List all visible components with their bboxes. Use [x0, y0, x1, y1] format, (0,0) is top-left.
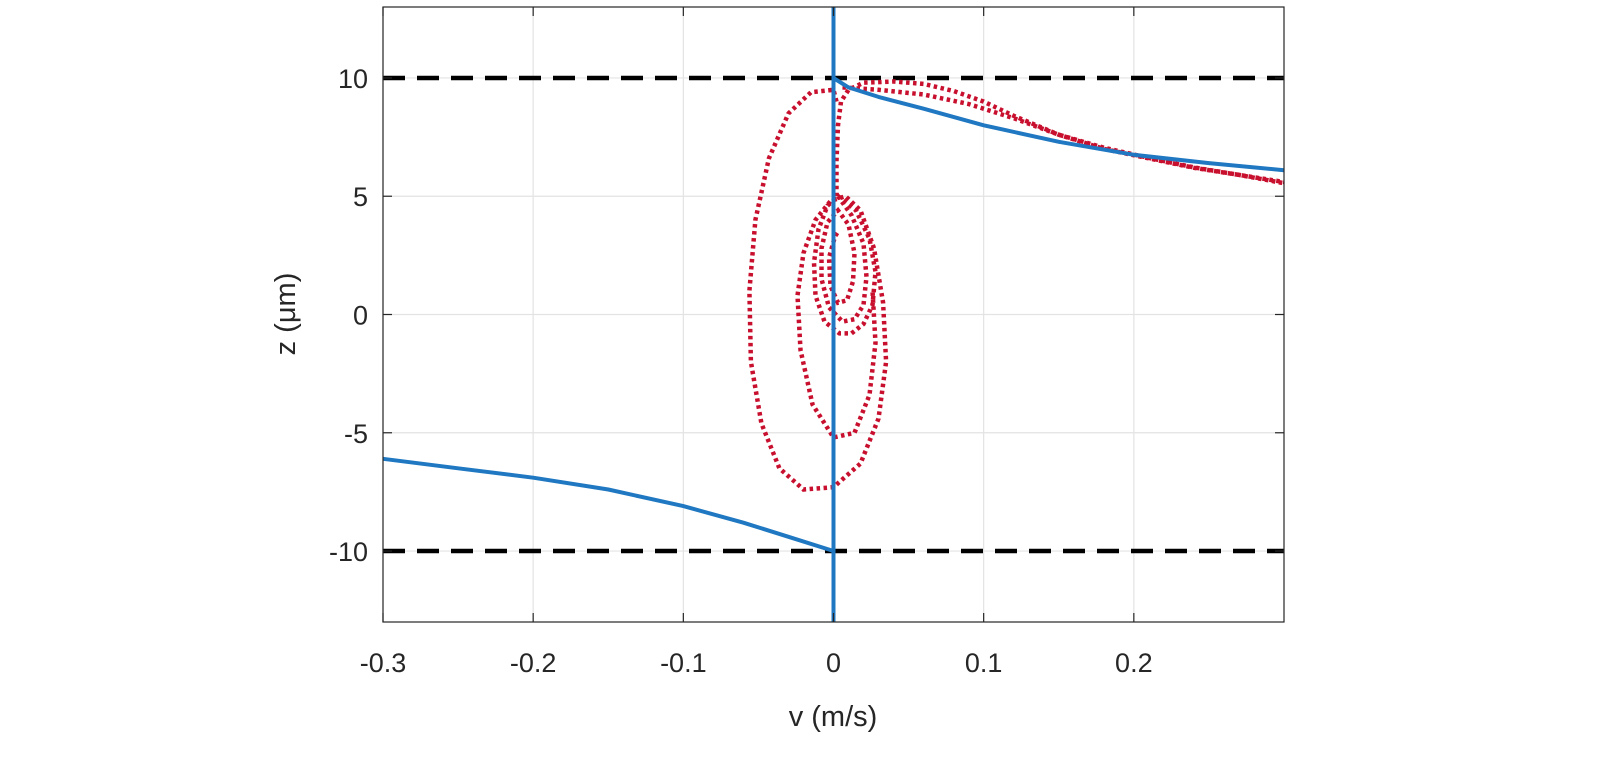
trajectory-segment [842, 85, 1285, 186]
y-tick-label: -10 [329, 537, 368, 567]
x-axis-label: v (m/s) [789, 701, 878, 733]
dotted-trajectory-series [747, 79, 1285, 492]
boundary-segment [382, 456, 835, 553]
trajectory-segment [834, 79, 1285, 197]
series-group [382, 7, 1285, 622]
y-axis-label: z (μm) [270, 273, 302, 356]
trajectory-segment [811, 192, 878, 336]
x-tick-label: 0.1 [965, 648, 1003, 678]
solid-boundary-series [382, 7, 1285, 622]
x-tick-label: 0.2 [1115, 648, 1153, 678]
x-tick-labels: -0.3 -0.2 -0.1 0 0.1 0.2 [360, 648, 1153, 678]
x-tick-label: -0.3 [360, 648, 407, 678]
ticks [382, 7, 1284, 622]
x-tick-label: 0 [826, 648, 841, 678]
y-tick-labels: -10 -5 0 5 10 [329, 64, 368, 567]
x-tick-label: -0.1 [660, 648, 707, 678]
y-tick-label: 10 [338, 64, 368, 94]
boundary-segment [832, 76, 1285, 173]
y-tick-label: 5 [353, 182, 368, 212]
trajectory-segment [747, 87, 889, 492]
x-tick-label: -0.2 [510, 648, 557, 678]
y-tick-label: -5 [344, 419, 368, 449]
y-tick-label: 0 [353, 301, 368, 331]
